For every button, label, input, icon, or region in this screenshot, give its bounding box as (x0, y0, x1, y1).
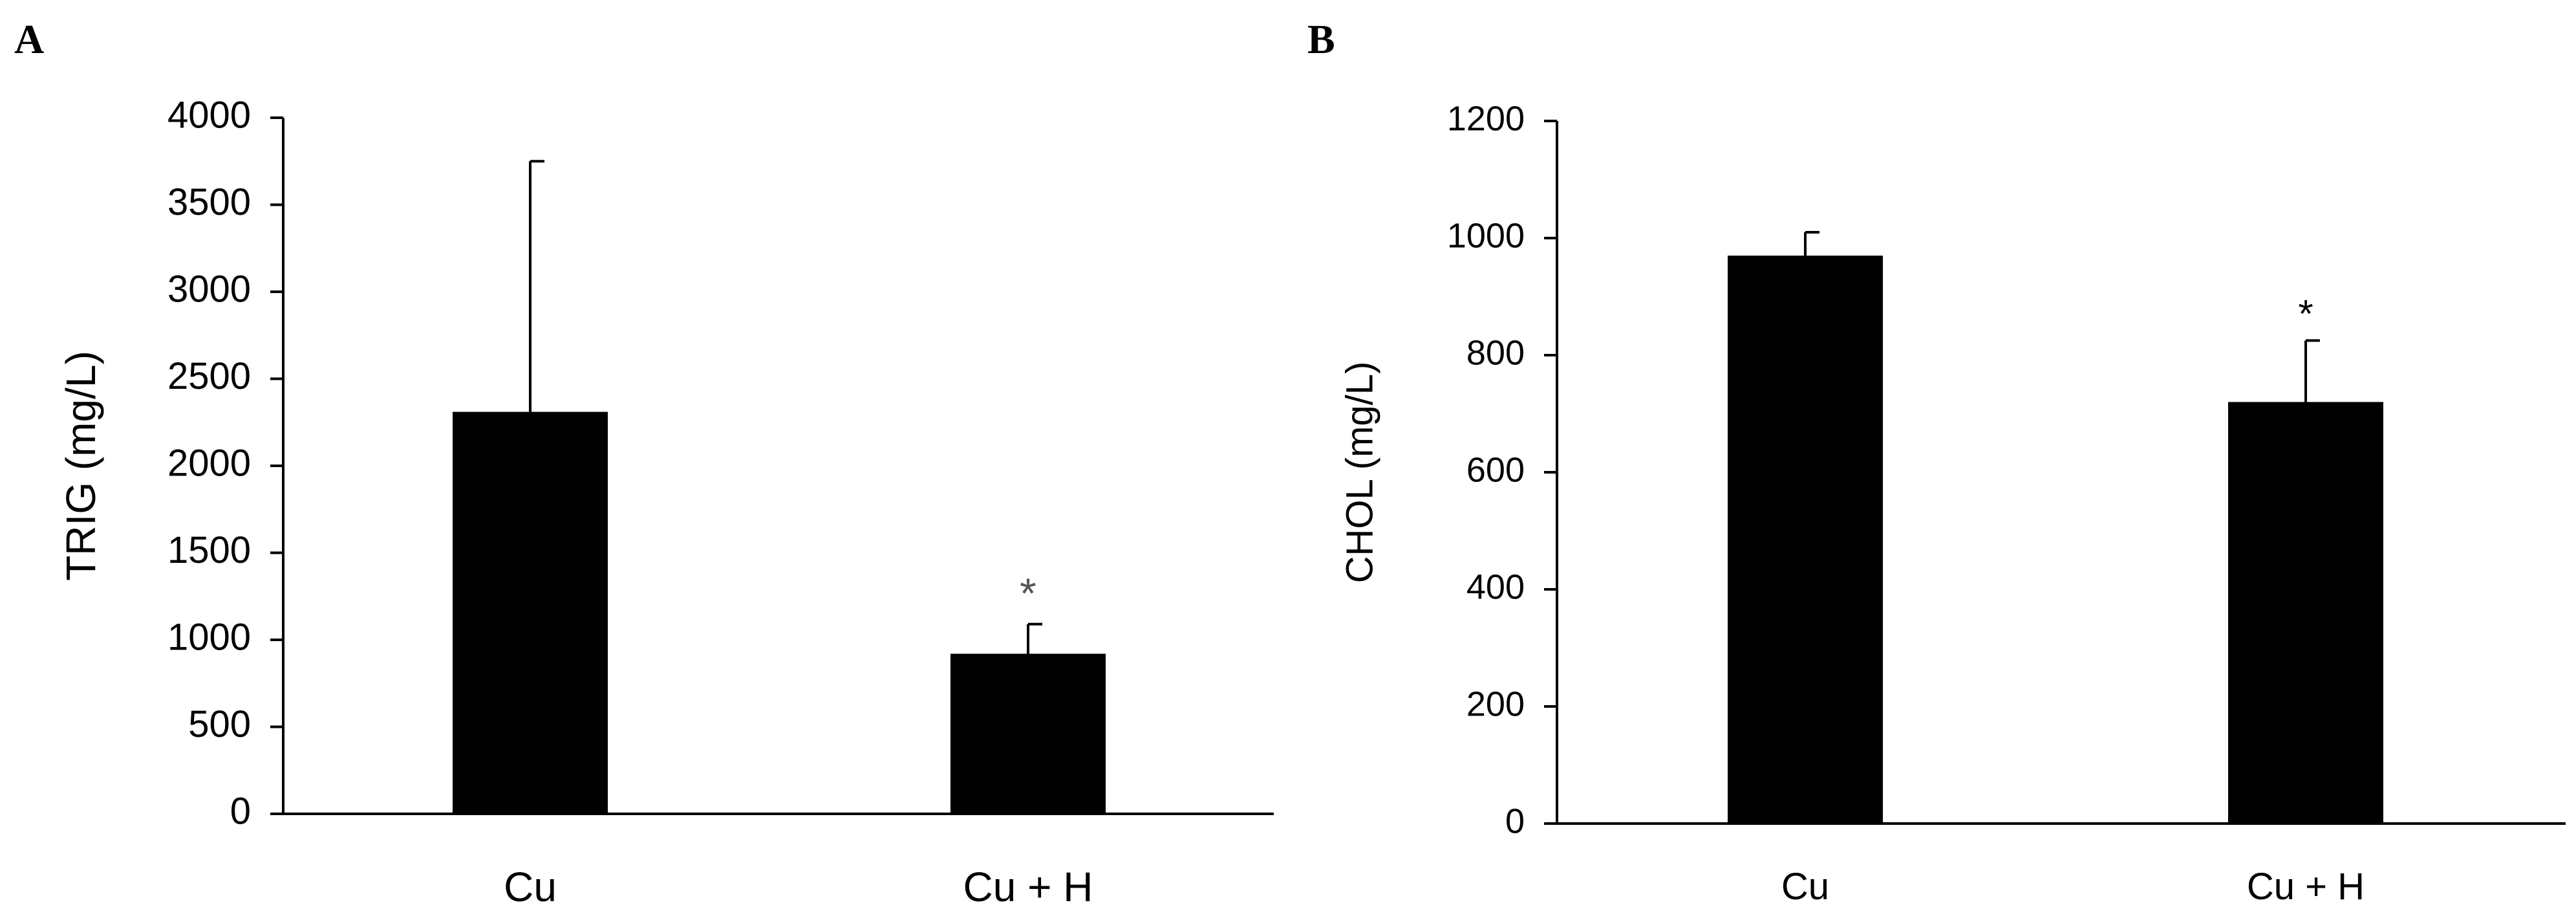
y-tick-label: 0 (230, 790, 251, 832)
x-category-label: Cu + H (963, 864, 1093, 910)
panel-label: A (14, 16, 44, 62)
y-axis-title: CHOL (mg/L) (1338, 362, 1380, 584)
y-tick-label: 2500 (167, 355, 251, 397)
bar-1 (1728, 256, 1883, 824)
x-category-label: Cu (1781, 866, 1829, 908)
y-tick-label: 500 (188, 703, 251, 745)
y-tick-label: 600 (1466, 450, 1525, 489)
y-tick-label: 3000 (167, 268, 251, 310)
y-tick-label: 3500 (167, 181, 251, 223)
y-tick-label: 0 (1505, 802, 1525, 840)
y-tick-label: 800 (1466, 333, 1525, 372)
chart-panel-b: B 0 200 400 600 800 1000 1200 CHOL (mg/L) Cu Cu + … (1307, 16, 2566, 908)
panel-label: B (1307, 16, 1335, 62)
bar-2 (950, 653, 1106, 814)
bar-2 (2228, 402, 2383, 824)
y-tick-label: 2000 (167, 442, 251, 484)
y-tick-label: 1000 (1447, 216, 1525, 255)
y-tick-label: 1000 (167, 616, 251, 658)
y-tick-label: 200 (1466, 684, 1525, 723)
y-tick-label: 1500 (167, 529, 251, 571)
x-category-label: Cu + H (2247, 866, 2365, 908)
y-tick-label: 4000 (167, 94, 251, 136)
y-axis-title: TRIG (mg/L) (58, 351, 104, 581)
x-category-label: Cu (504, 864, 557, 910)
y-tick-label: 400 (1466, 567, 1525, 606)
significance-star: * (1020, 569, 1036, 617)
y-tick-label: 1200 (1447, 99, 1525, 138)
chart-panel-a: A 0 500 1000 1500 2000 2500 3000 3500 4000 TRIG (m… (14, 16, 1274, 910)
bar-1 (453, 411, 608, 814)
significance-star: * (2298, 292, 2313, 335)
